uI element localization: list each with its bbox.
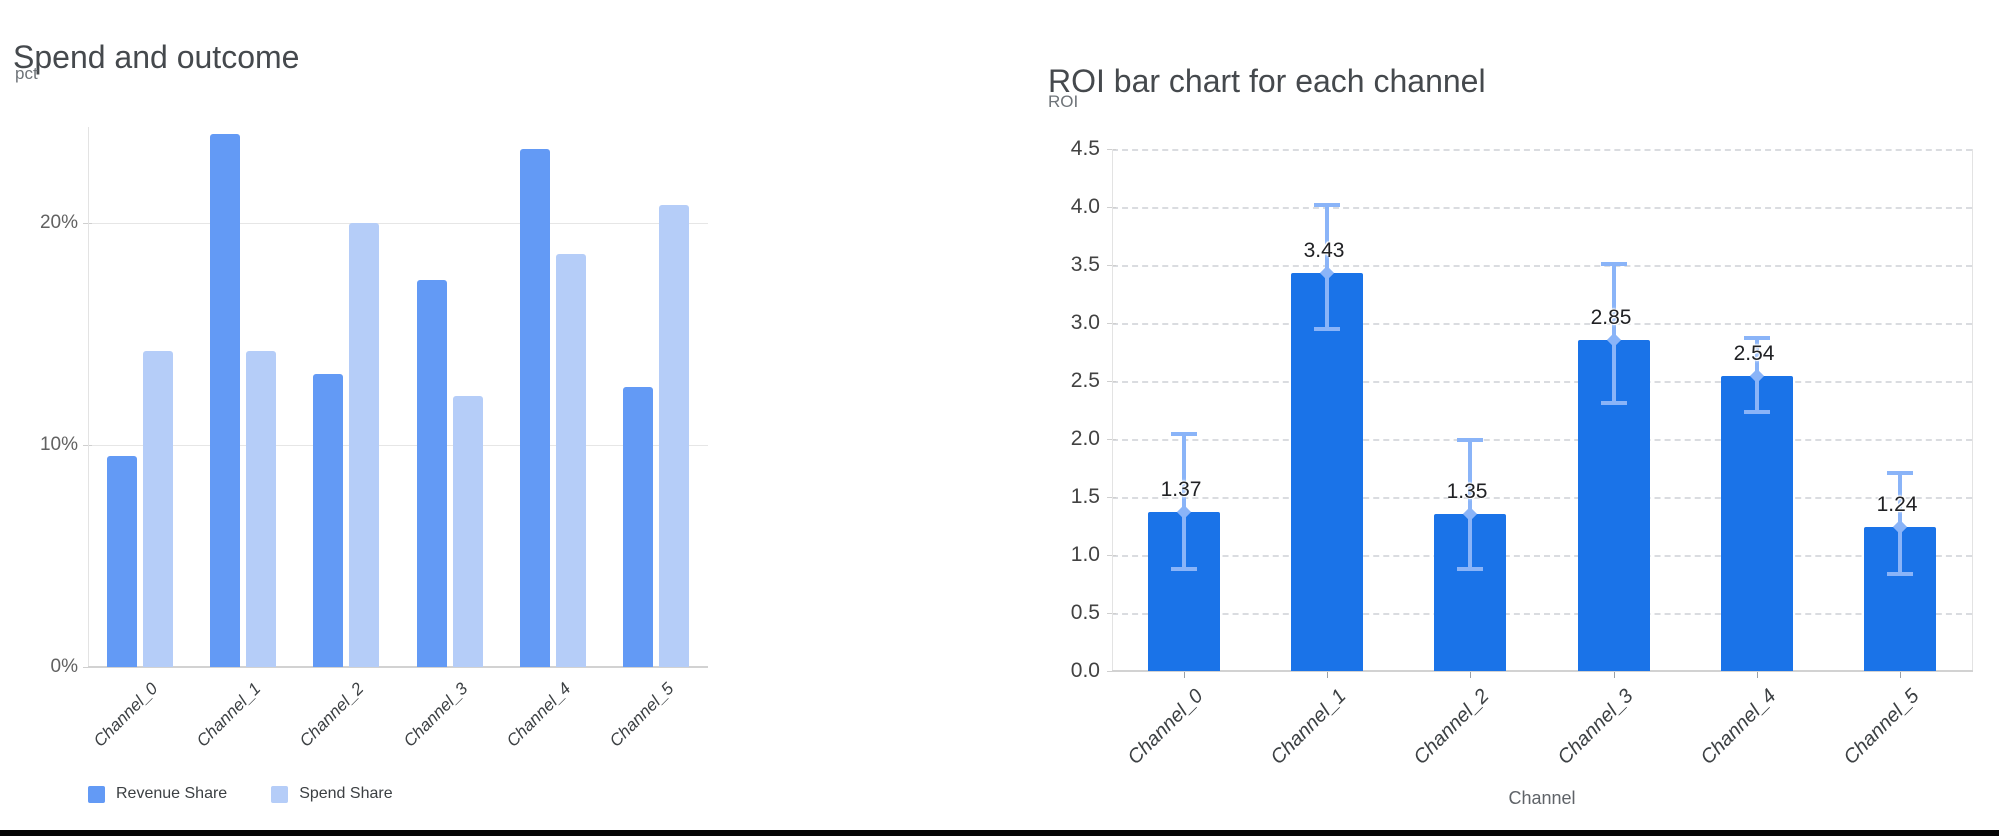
gridline	[1112, 381, 1972, 383]
y-axis-tick	[1107, 323, 1116, 324]
chart-title: ROI bar chart for each channel	[1048, 62, 1486, 99]
gridline	[1112, 323, 1972, 325]
legend-swatch	[88, 785, 105, 803]
y-tick-label: 0.5	[1070, 601, 1100, 624]
gridline	[88, 445, 708, 446]
bar-revenue-share[interactable]	[520, 149, 550, 667]
y-axis-tick	[1107, 265, 1116, 266]
gridline	[1112, 149, 1972, 151]
y-tick-label: 4.5	[1070, 137, 1100, 160]
error-bar-bottom-cap	[1744, 410, 1770, 415]
bar-spend-share[interactable]	[453, 396, 483, 667]
y-tick-label: 2.0	[1070, 427, 1100, 450]
y-axis-tick	[1107, 497, 1116, 498]
value-label: 3.43	[1303, 239, 1345, 262]
x-axis-tick	[1184, 672, 1185, 678]
y-tick-label: 2.5	[1070, 369, 1100, 392]
value-label: 2.54	[1733, 342, 1775, 365]
x-axis-tick	[1614, 672, 1615, 678]
error-bar-bottom-cap	[1314, 326, 1340, 331]
y-tick-label: 4.0	[1070, 195, 1100, 218]
bar-revenue-share[interactable]	[107, 456, 137, 667]
gridline	[1112, 555, 1972, 557]
bar-spend-share[interactable]	[349, 223, 379, 667]
y-axis-tick	[1107, 613, 1116, 614]
error-bar	[1182, 434, 1186, 569]
error-bar-bottom-cap	[1887, 571, 1913, 576]
error-bar-top-cap	[1601, 261, 1627, 266]
x-axis-line	[1112, 670, 1973, 672]
chart-title: Spend and outcome	[13, 38, 300, 75]
legend-item-revenue-share[interactable]: Revenue Share	[88, 785, 227, 803]
y-tick-label: 1.5	[1070, 485, 1100, 508]
value-label: 1.35	[1446, 480, 1488, 503]
y-axis-tick	[83, 223, 92, 224]
error-bar-top-cap	[1457, 438, 1483, 443]
y-tick-label: 1.0	[1070, 543, 1100, 566]
legend: Revenue Share Spend Share	[88, 785, 437, 803]
y-tick-label: 3.5	[1070, 253, 1100, 276]
error-bar-bottom-cap	[1457, 566, 1483, 571]
y-axis-tick	[1107, 381, 1116, 382]
gridline	[88, 223, 708, 224]
y-tick-label: 3.0	[1070, 311, 1100, 334]
value-label: 1.37	[1160, 478, 1202, 501]
y-tick-label: 0%	[50, 656, 78, 677]
error-bar-bottom-cap	[1601, 401, 1627, 406]
error-bar-top-cap	[1171, 432, 1197, 437]
bar-revenue-share[interactable]	[417, 280, 447, 667]
gridline	[1112, 265, 1972, 267]
bar-revenue-share[interactable]	[623, 387, 653, 667]
bar-spend-share[interactable]	[556, 254, 586, 667]
bar-revenue-share[interactable]	[210, 134, 240, 667]
bar-revenue-share[interactable]	[313, 374, 343, 667]
x-axis-tick	[1470, 672, 1471, 678]
y-axis-tick	[1107, 207, 1116, 208]
x-axis-title: Channel	[1508, 788, 1576, 808]
y-axis-tick	[1107, 149, 1116, 150]
value-label: 1.24	[1876, 493, 1918, 516]
y-axis-tick	[1107, 671, 1116, 672]
x-axis-tick	[1757, 672, 1758, 678]
x-axis-tick	[1900, 672, 1901, 678]
gridline	[1112, 613, 1972, 615]
bar-spend-share[interactable]	[246, 351, 276, 667]
y-axis-unit-label: pct	[15, 64, 38, 83]
error-bar-top-cap	[1744, 336, 1770, 341]
gridline	[1112, 497, 1972, 499]
legend-swatch	[271, 785, 289, 803]
x-axis-line	[88, 666, 708, 668]
legend-item-spend-share[interactable]: Spend Share	[271, 785, 393, 803]
y-axis-tick	[83, 445, 92, 446]
y-axis-tick	[1107, 555, 1116, 556]
legend-label: Revenue Share	[116, 785, 228, 802]
error-bar	[1468, 440, 1472, 569]
y-tick-label: 20%	[39, 212, 78, 233]
error-bar-top-cap	[1314, 202, 1340, 207]
y-tick-label: 0.0	[1070, 659, 1100, 682]
y-axis-tick	[83, 667, 92, 668]
y-axis-unit-label: ROI	[1048, 92, 1079, 111]
legend-label: Spend Share	[299, 785, 393, 802]
gridline	[1112, 207, 1972, 209]
error-bar-bottom-cap	[1171, 566, 1197, 571]
plot-right-border	[1972, 149, 1973, 671]
bar-spend-share[interactable]	[659, 205, 689, 667]
bar-roi[interactable]	[1721, 376, 1793, 671]
gridline	[1112, 439, 1972, 441]
y-axis-line	[88, 127, 89, 667]
x-axis-tick	[1327, 672, 1328, 678]
value-label: 2.85	[1590, 306, 1632, 329]
y-axis-line	[1112, 149, 1113, 671]
bar-spend-share[interactable]	[143, 351, 173, 667]
y-tick-label: 10%	[39, 434, 78, 455]
window-bottom-border	[0, 830, 1999, 836]
y-axis-tick	[1107, 439, 1116, 440]
error-bar-top-cap	[1887, 470, 1913, 475]
bar-roi[interactable]	[1291, 273, 1363, 671]
